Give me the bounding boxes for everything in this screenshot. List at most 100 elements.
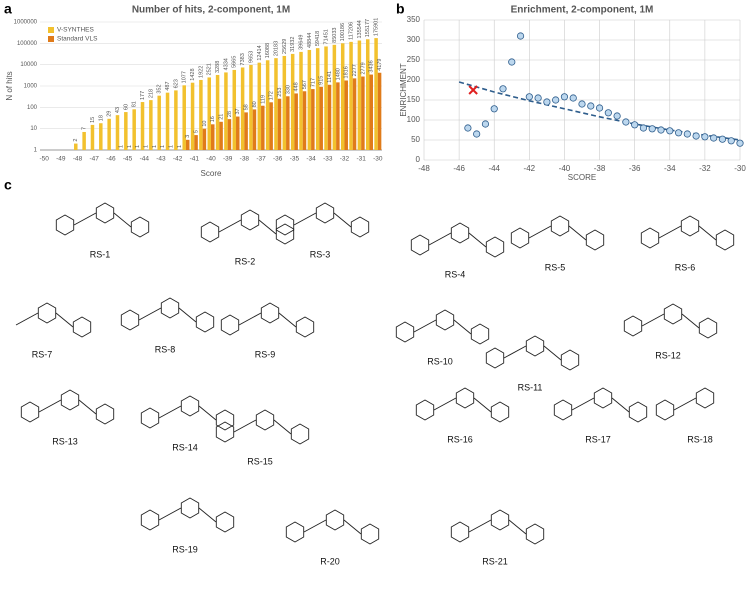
value-label: 717 (310, 78, 316, 87)
y-tick-label: 100 (407, 115, 421, 124)
ring (290, 423, 310, 445)
value-label: 43 (115, 107, 121, 113)
ring (200, 221, 220, 243)
ring (623, 315, 643, 337)
x-tick-label: -34 (306, 156, 316, 163)
point (701, 133, 709, 141)
structure (640, 215, 735, 251)
value-label: 117206 (349, 22, 355, 40)
compound-label: RS-9 (255, 349, 276, 359)
bar (299, 51, 303, 150)
bond (571, 397, 595, 411)
ring (215, 421, 235, 443)
compound-label: RS-19 (172, 544, 198, 554)
point (543, 98, 551, 106)
value-label: 100186 (340, 23, 346, 41)
value-label: 3288 (215, 61, 221, 73)
compound-label: RS-2 (235, 256, 256, 266)
ring (255, 409, 275, 431)
y-axis-label: ENRICHMENT (399, 63, 408, 116)
ring (130, 216, 150, 238)
y-tick-label: 1000000 (14, 20, 38, 26)
y-tick-label: 100000 (17, 41, 38, 47)
bar (115, 115, 120, 150)
compound-label: RS-15 (247, 456, 273, 466)
value-label: 1 (168, 145, 174, 148)
x-tick-label: -30 (373, 156, 383, 163)
ring (180, 395, 200, 417)
bar (349, 41, 353, 150)
bar (315, 48, 320, 150)
x-tick-label: -44 (140, 156, 150, 163)
point (718, 135, 727, 143)
ring (435, 309, 455, 331)
value-label: 4179 (377, 59, 383, 71)
point (727, 137, 735, 145)
value-label: 85033 (332, 28, 338, 43)
ring (180, 497, 200, 519)
bar (294, 93, 298, 150)
ring (585, 229, 605, 251)
bar (265, 60, 270, 150)
value-label: 37 (235, 108, 241, 114)
ring (72, 316, 92, 338)
ring (485, 347, 505, 369)
y-tick-label: 1000 (24, 84, 38, 90)
value-label: 567 (302, 80, 308, 89)
bar (377, 72, 382, 150)
point (464, 124, 472, 132)
value-label: 25629 (282, 39, 288, 54)
point (674, 129, 683, 137)
bar (302, 91, 307, 150)
value-label: 10 (202, 121, 208, 127)
ring (525, 335, 545, 357)
compound-label: RS-18 (687, 434, 713, 444)
ring (655, 399, 675, 421)
ring (640, 227, 660, 249)
value-label: 28 (227, 111, 233, 117)
ring (160, 297, 180, 319)
y-tick-label: 250 (407, 55, 421, 64)
panel-label: b (396, 1, 405, 17)
structure (275, 202, 370, 238)
y-tick-label: 1 (34, 148, 38, 154)
highlight-marker (468, 85, 478, 95)
structure (415, 387, 510, 423)
ring (195, 311, 215, 333)
x-tick-label: -31 (356, 156, 366, 163)
structure (623, 303, 718, 339)
point (631, 121, 639, 129)
bond (218, 219, 242, 233)
ring (240, 209, 260, 231)
ring (95, 202, 115, 224)
compound-label: RS-11 (518, 382, 543, 392)
bar (274, 58, 278, 150)
ring (20, 401, 40, 423)
structure (15, 302, 92, 338)
value-label: 1077 (182, 71, 188, 83)
bond (611, 397, 630, 413)
ring (485, 236, 505, 258)
value-label: 1 (127, 145, 133, 148)
bond (273, 419, 292, 435)
ring (285, 521, 305, 543)
y-tick-label: 300 (407, 35, 421, 44)
value-label: 60 (123, 104, 129, 110)
compound-label: RS-4 (445, 269, 466, 279)
bar (365, 39, 370, 151)
point (534, 94, 542, 102)
x-tick-label: -40 (559, 164, 571, 173)
x-tick-label: -41 (190, 156, 200, 163)
ring (415, 399, 435, 421)
value-label: 59418 (315, 31, 321, 46)
bar (261, 105, 265, 150)
bar (232, 69, 237, 150)
point (516, 32, 525, 40)
bar (369, 74, 373, 150)
ring (680, 215, 700, 237)
bar (140, 102, 145, 150)
ring (695, 387, 715, 409)
bar (182, 85, 186, 150)
bond (113, 212, 132, 228)
value-label: 1 (118, 145, 124, 148)
